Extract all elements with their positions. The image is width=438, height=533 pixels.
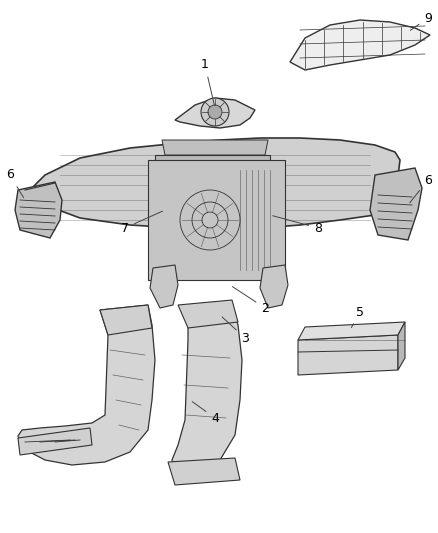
Polygon shape (25, 138, 400, 228)
Text: 9: 9 (410, 12, 432, 30)
Polygon shape (150, 265, 178, 308)
Polygon shape (155, 155, 270, 230)
Text: 1: 1 (201, 59, 214, 106)
Polygon shape (18, 305, 155, 465)
Text: 7: 7 (121, 211, 162, 235)
Polygon shape (172, 305, 242, 478)
Text: 6: 6 (6, 168, 24, 198)
Text: 3: 3 (222, 317, 249, 344)
Text: 6: 6 (410, 174, 432, 203)
Polygon shape (370, 168, 422, 240)
Text: 8: 8 (273, 216, 322, 235)
Polygon shape (148, 160, 285, 280)
Polygon shape (100, 305, 152, 335)
Polygon shape (18, 428, 92, 455)
Polygon shape (175, 98, 255, 128)
Circle shape (208, 105, 222, 119)
Polygon shape (15, 182, 62, 238)
Polygon shape (178, 300, 238, 328)
Polygon shape (168, 458, 240, 485)
Polygon shape (162, 140, 268, 155)
Polygon shape (298, 322, 405, 340)
Polygon shape (398, 322, 405, 370)
Polygon shape (290, 20, 430, 70)
Text: 5: 5 (351, 305, 364, 328)
Text: 4: 4 (192, 402, 219, 424)
Polygon shape (298, 335, 398, 375)
Circle shape (201, 98, 229, 126)
Polygon shape (260, 265, 288, 308)
Text: 2: 2 (232, 287, 269, 314)
